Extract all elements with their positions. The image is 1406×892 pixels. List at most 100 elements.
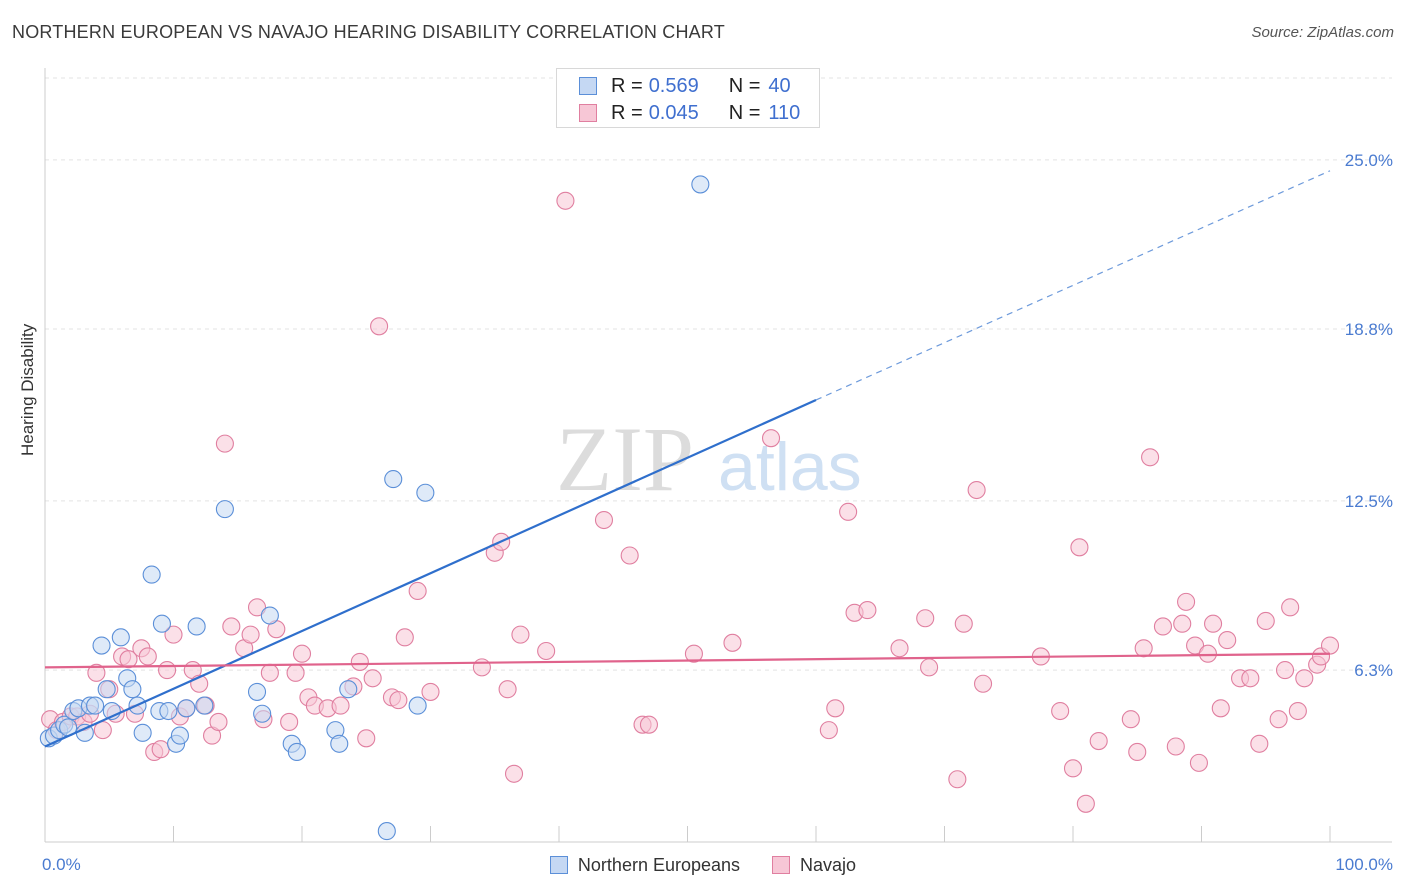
data-point bbox=[1295, 669, 1314, 688]
data-point bbox=[215, 500, 234, 519]
r-label: R = bbox=[611, 101, 643, 124]
data-point bbox=[1204, 614, 1223, 633]
data-point bbox=[1141, 448, 1160, 467]
data-point bbox=[421, 682, 440, 701]
data-point bbox=[247, 598, 267, 617]
data-point bbox=[209, 712, 228, 731]
data-point bbox=[826, 699, 845, 718]
blue-swatch bbox=[579, 77, 597, 95]
data-point bbox=[967, 480, 986, 500]
data-point bbox=[280, 712, 299, 731]
navajo-trend-line bbox=[44, 652, 1331, 669]
data-point bbox=[1186, 636, 1205, 655]
data-point bbox=[241, 625, 260, 644]
n-label: N = bbox=[728, 74, 761, 97]
data-point bbox=[111, 628, 130, 647]
data-point bbox=[331, 696, 350, 715]
data-point bbox=[260, 663, 279, 682]
northern-europeans-trend-line bbox=[44, 398, 817, 748]
data-point bbox=[384, 470, 403, 489]
data-point bbox=[761, 429, 781, 448]
data-point bbox=[954, 614, 973, 633]
data-point bbox=[170, 726, 189, 745]
data-point bbox=[408, 581, 427, 601]
data-point bbox=[151, 740, 170, 759]
data-point bbox=[164, 625, 183, 644]
data-point bbox=[1241, 669, 1260, 688]
y-axis-label: Hearing Disability bbox=[18, 323, 37, 456]
data-point bbox=[158, 661, 177, 680]
y-tick-label: 18.8% bbox=[1345, 320, 1393, 339]
data-point bbox=[408, 696, 427, 715]
data-point bbox=[363, 669, 382, 688]
data-point bbox=[97, 680, 116, 699]
r-value: 0.045 bbox=[648, 101, 699, 124]
data-point bbox=[1063, 759, 1083, 778]
data-point bbox=[1211, 699, 1230, 718]
data-point bbox=[1288, 701, 1307, 721]
data-point bbox=[1320, 636, 1340, 655]
y-tick-label: 6.3% bbox=[1354, 661, 1393, 680]
data-point bbox=[819, 721, 838, 740]
data-point bbox=[1189, 753, 1208, 772]
data-point bbox=[1256, 611, 1275, 631]
data-point bbox=[247, 682, 267, 701]
data-point bbox=[159, 701, 178, 721]
data-point bbox=[86, 696, 105, 715]
data-point bbox=[511, 625, 530, 644]
data-point bbox=[890, 639, 909, 658]
data-point bbox=[92, 636, 111, 655]
data-point bbox=[1051, 701, 1070, 721]
data-point bbox=[684, 644, 703, 663]
data-point bbox=[920, 658, 939, 677]
data-point bbox=[389, 691, 408, 710]
data-point bbox=[1076, 794, 1095, 813]
stats-row-northern-europeans: R = 0.569 N = 40 bbox=[579, 73, 791, 99]
data-point bbox=[330, 734, 349, 753]
grid-lines bbox=[45, 77, 1392, 671]
legend-item-navajo: Navajo bbox=[772, 855, 856, 876]
data-point bbox=[142, 565, 161, 584]
pink-swatch bbox=[579, 104, 597, 122]
data-point bbox=[260, 606, 279, 625]
data-point bbox=[87, 663, 106, 682]
data-point bbox=[620, 546, 639, 565]
data-point bbox=[1198, 644, 1217, 663]
data-point bbox=[1121, 710, 1140, 729]
data-point bbox=[339, 680, 358, 699]
watermark-zip: ZIP bbox=[556, 408, 694, 510]
n-label: N = bbox=[728, 101, 761, 124]
data-point bbox=[1134, 639, 1153, 658]
data-point bbox=[1177, 592, 1196, 611]
data-point bbox=[1128, 742, 1147, 762]
data-point bbox=[253, 704, 272, 723]
data-point bbox=[858, 601, 877, 620]
y-tick-label: 25.0% bbox=[1345, 151, 1393, 170]
watermark: ZIP atlas bbox=[556, 408, 862, 510]
legend-item-northern-europeans: Northern Europeans bbox=[549, 855, 740, 876]
data-point bbox=[691, 175, 710, 194]
data-point bbox=[292, 644, 312, 663]
data-point bbox=[215, 434, 234, 453]
data-point bbox=[1166, 737, 1185, 756]
data-point bbox=[395, 628, 414, 647]
data-point bbox=[594, 510, 614, 530]
x-tick-label: 0.0% bbox=[42, 855, 81, 874]
source-label: Source: ZipAtlas.com bbox=[1251, 24, 1394, 41]
data-point bbox=[1281, 598, 1300, 617]
tick-labels: 6.3% 12.5% 18.8% 25.0% 0.0% 100.0% bbox=[42, 151, 1393, 874]
data-point bbox=[222, 617, 241, 636]
data-point bbox=[350, 652, 369, 671]
data-point bbox=[286, 663, 305, 682]
blue-swatch bbox=[549, 856, 568, 874]
data-point bbox=[377, 822, 396, 841]
stats-legend: R = 0.569 N = 40 R = 0.045 N = 110 bbox=[556, 68, 820, 128]
legend-label: Navajo bbox=[800, 854, 857, 875]
data-point bbox=[504, 764, 524, 783]
data-point bbox=[177, 699, 196, 718]
data-point bbox=[357, 729, 376, 748]
data-point bbox=[1269, 710, 1288, 729]
trend-lines bbox=[44, 170, 1331, 748]
r-value: 0.569 bbox=[648, 74, 699, 97]
n-value: 110 bbox=[768, 101, 801, 124]
